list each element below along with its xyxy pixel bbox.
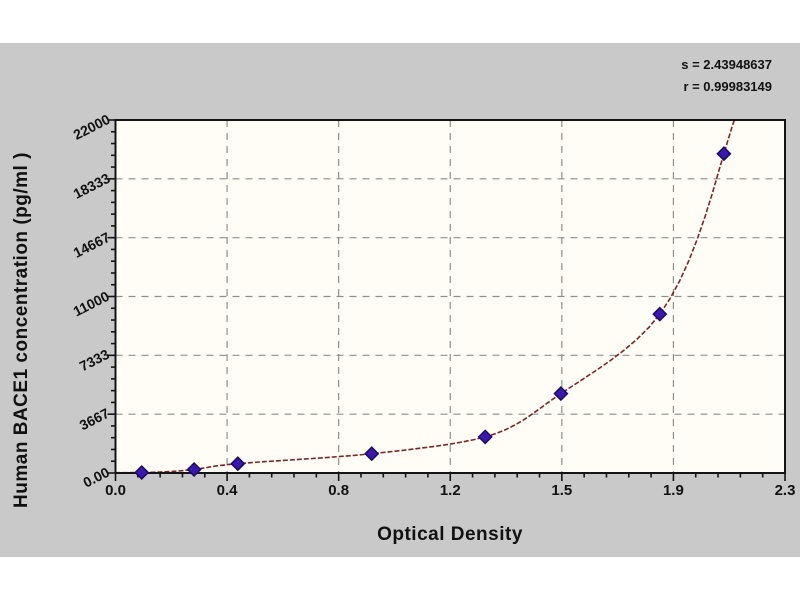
data-point — [230, 456, 246, 472]
x-axis-tick-label: 1.5 — [551, 482, 573, 499]
data-point — [364, 446, 380, 462]
fit-statistics: s = 2.43948637 r = 0.99983149 — [681, 54, 772, 98]
x-axis-tick-label: 0.0 — [105, 482, 126, 499]
fitted-curve — [115, 120, 736, 473]
x-axis-tick-label: 0.4 — [216, 482, 238, 499]
x-axis-tick-label: 1.2 — [439, 482, 461, 499]
data-point — [716, 146, 732, 162]
x-axis-title: Optical Density — [377, 524, 523, 545]
data-point — [652, 306, 668, 322]
x-axis-tick-label: 0.8 — [328, 482, 350, 499]
fit-stat-s: s = 2.43948637 — [681, 57, 772, 72]
data-point — [186, 461, 202, 478]
x-axis-tick-label: 1.9 — [662, 482, 684, 499]
data-point — [553, 386, 569, 402]
y-axis-title: Human BACE1 concentration (pg/ml ) — [11, 152, 32, 508]
fit-stat-r: r = 0.99983149 — [683, 79, 772, 94]
x-axis-tick-label: 2.3 — [774, 482, 796, 499]
data-point — [477, 429, 493, 445]
data-point — [134, 464, 150, 481]
